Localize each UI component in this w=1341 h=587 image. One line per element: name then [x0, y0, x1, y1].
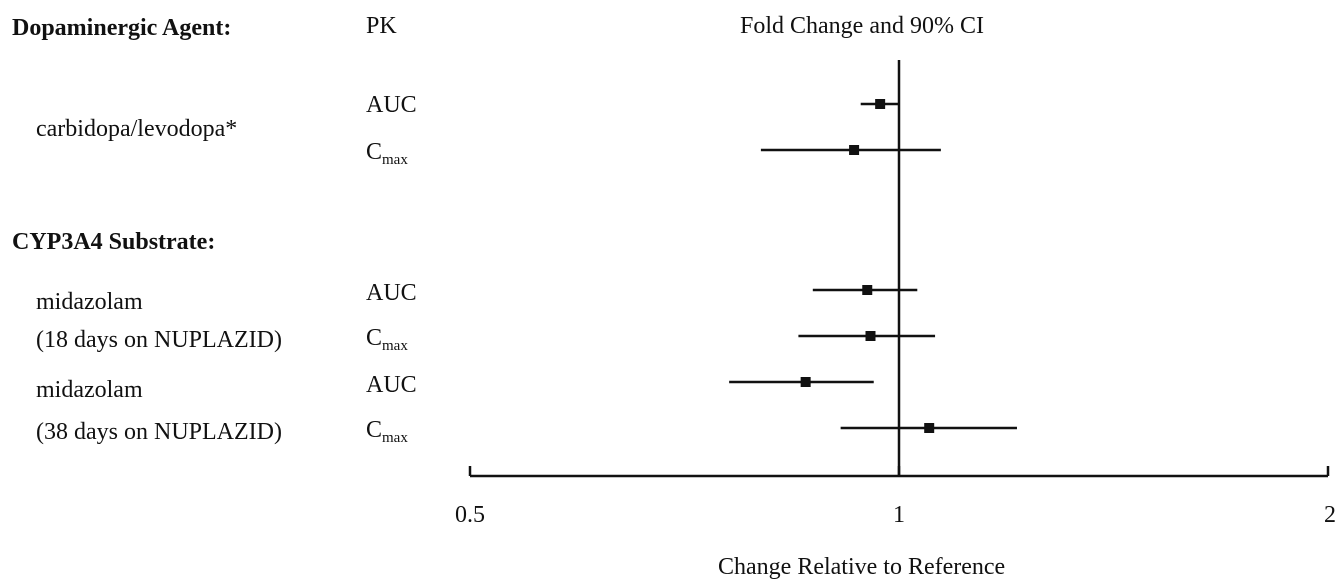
x-tick-label: 0.5 [455, 502, 485, 528]
x-tick-label: 1 [893, 502, 905, 528]
point-estimate [924, 423, 934, 433]
x-tick-label: 2 [1324, 502, 1336, 528]
point-estimate [875, 99, 885, 109]
point-estimate [801, 377, 811, 387]
point-estimate [866, 331, 876, 341]
point-estimate [862, 285, 872, 295]
point-estimate [849, 145, 859, 155]
